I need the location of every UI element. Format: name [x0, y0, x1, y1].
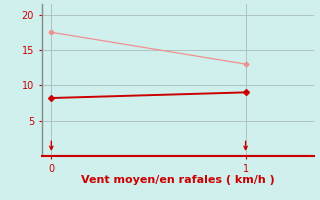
X-axis label: Vent moyen/en rafales ( km/h ): Vent moyen/en rafales ( km/h )	[81, 175, 275, 185]
